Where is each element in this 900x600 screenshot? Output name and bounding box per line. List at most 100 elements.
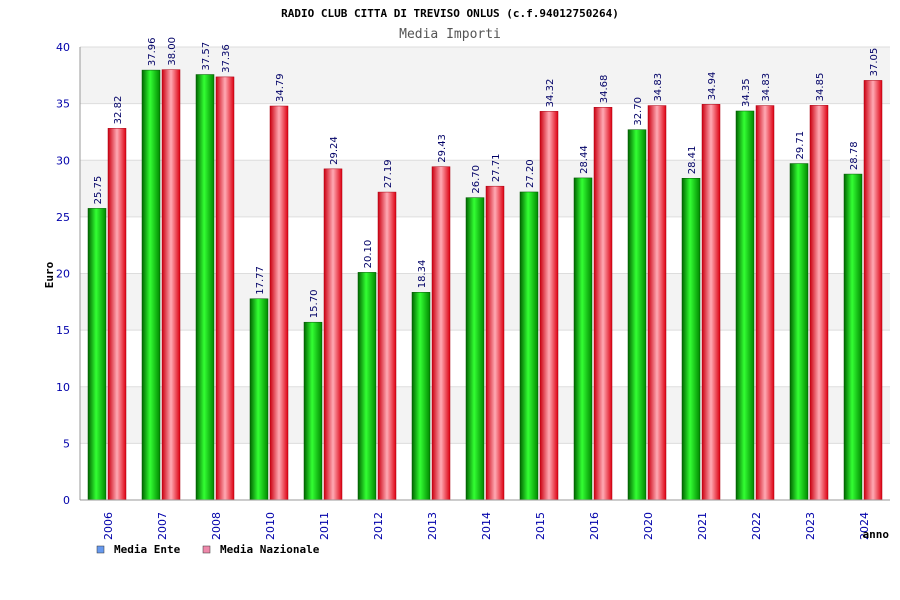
- bar-value-label: 28.78: [849, 141, 860, 170]
- plot-band: [80, 160, 890, 217]
- plot-band: [80, 216, 890, 274]
- x-tick-label: 2012: [372, 512, 385, 540]
- bar-value-label: 27.20: [525, 159, 536, 188]
- bar-value-label: 34.83: [653, 73, 664, 102]
- bar-value-label: 32.70: [633, 97, 644, 126]
- bar-media-ente: [303, 321, 323, 501]
- bar-value-label: 34.94: [707, 72, 718, 101]
- legend-swatch-media-nazionale: [202, 545, 211, 554]
- bar-media-ente: [681, 178, 701, 501]
- bar-media-ente: [411, 292, 431, 501]
- legend-swatch-media-ente: [96, 545, 105, 554]
- bar-value-label: 34.68: [599, 75, 610, 104]
- x-tick-label: 2010: [264, 512, 277, 540]
- bar-media-nazionale: [647, 105, 667, 501]
- bar-value-label: 29.24: [329, 136, 340, 165]
- y-tick-label: 5: [63, 437, 70, 450]
- bar-media-ente: [519, 191, 539, 501]
- bar-value-labels: 25.75 32.82 37.96 38.00 37.57 37.36 17.77 34.79…: [93, 37, 880, 318]
- legend-label-media-nazionale: Media Nazionale: [220, 543, 320, 556]
- bar-media-nazionale: [485, 185, 505, 501]
- plot-band: [80, 443, 890, 500]
- bar-media-nazionale: [161, 69, 181, 501]
- x-tick-label: 2006: [102, 512, 115, 540]
- x-axis-ticks: 2006 2007 2008 2010 2011 2012 2013 2014 2015 2016…: [102, 512, 871, 540]
- bar-media-nazionale: [269, 105, 289, 501]
- bar-value-label: 28.44: [579, 145, 590, 174]
- legend-label-media-ente: Media Ente: [114, 543, 181, 556]
- y-tick-label: 30: [56, 154, 70, 167]
- plot-band: [80, 386, 890, 444]
- bar-value-label: 18.34: [417, 260, 428, 289]
- x-tick-label: 2023: [804, 512, 817, 540]
- bars: [87, 69, 883, 501]
- x-tick-label: 2014: [480, 512, 493, 540]
- bar-value-label: 17.77: [255, 266, 266, 295]
- bar-media-nazionale: [377, 191, 397, 501]
- bar-value-label: 34.85: [815, 73, 826, 102]
- bar-value-label: 37.57: [201, 42, 212, 71]
- x-tick-label: 2008: [210, 512, 223, 540]
- bar-media-ente: [789, 163, 809, 501]
- bar-media-nazionale: [539, 111, 559, 501]
- x-axis-label: anno: [863, 528, 890, 541]
- bar-media-nazionale: [701, 104, 721, 501]
- bar-value-label: 15.70: [309, 290, 320, 319]
- x-tick-label: 2024: [858, 512, 871, 540]
- plot-band: [80, 273, 890, 331]
- y-axis-ticks: 0 5 10 15 20 25 30 35 40: [56, 41, 70, 507]
- bar-media-ente: [627, 129, 647, 501]
- bar-media-nazionale: [593, 106, 613, 501]
- x-tick-label: 2020: [642, 512, 655, 540]
- bar-value-label: 34.83: [761, 73, 772, 102]
- bar-value-label: 29.43: [437, 134, 448, 163]
- bar-value-label: 38.00: [167, 37, 178, 66]
- bar-media-ente: [357, 272, 377, 501]
- x-tick-label: 2015: [534, 512, 547, 540]
- legend: Media Ente Media Nazionale: [96, 543, 320, 556]
- bar-value-label: 28.41: [687, 146, 698, 175]
- bar-value-label: 20.10: [363, 240, 374, 269]
- plot-background: [80, 47, 890, 500]
- bar-value-label: 32.82: [113, 96, 124, 125]
- bar-value-label: 34.35: [741, 78, 752, 107]
- bar-media-nazionale: [809, 105, 829, 501]
- bar-media-ente: [843, 173, 863, 501]
- plot-band: [80, 103, 890, 161]
- bar-value-label: 37.36: [221, 44, 232, 73]
- plot-band: [80, 330, 890, 387]
- bar-media-ente: [573, 177, 593, 501]
- chart-title: RADIO CLUB CITTA DI TREVISO ONLUS (c.f.9…: [281, 7, 619, 20]
- bar-media-ente: [249, 298, 269, 501]
- y-tick-label: 10: [56, 381, 70, 394]
- x-tick-label: 2016: [588, 512, 601, 540]
- plot-band: [80, 47, 890, 104]
- bar-value-label: 25.75: [93, 176, 104, 205]
- bar-value-label: 37.05: [869, 48, 880, 77]
- x-tick-label: 2011: [318, 512, 331, 540]
- x-tick-label: 2021: [696, 512, 709, 540]
- y-tick-label: 35: [56, 98, 70, 111]
- bar-value-label: 27.19: [383, 159, 394, 188]
- bar-value-label: 27.71: [491, 154, 502, 183]
- bar-media-nazionale: [755, 105, 775, 501]
- x-tick-label: 2007: [156, 512, 169, 540]
- y-tick-label: 20: [56, 268, 70, 281]
- bar-media-ente: [465, 197, 485, 501]
- bar-media-nazionale: [107, 128, 127, 501]
- bar-value-label: 26.70: [471, 165, 482, 194]
- y-axis-label: Euro: [43, 261, 56, 288]
- bar-media-nazionale: [215, 76, 235, 501]
- y-tick-label: 15: [56, 324, 70, 337]
- x-tick-label: 2022: [750, 512, 763, 540]
- y-tick-label: 40: [56, 41, 70, 54]
- bar-media-nazionale: [863, 80, 883, 501]
- x-tick-label: 2013: [426, 512, 439, 540]
- bar-media-nazionale: [431, 166, 451, 501]
- bar-media-nazionale: [323, 168, 343, 501]
- bar-media-ente: [735, 110, 755, 501]
- bar-value-label: 29.71: [795, 131, 806, 160]
- y-tick-label: 0: [63, 494, 70, 507]
- bar-media-ente: [141, 69, 161, 501]
